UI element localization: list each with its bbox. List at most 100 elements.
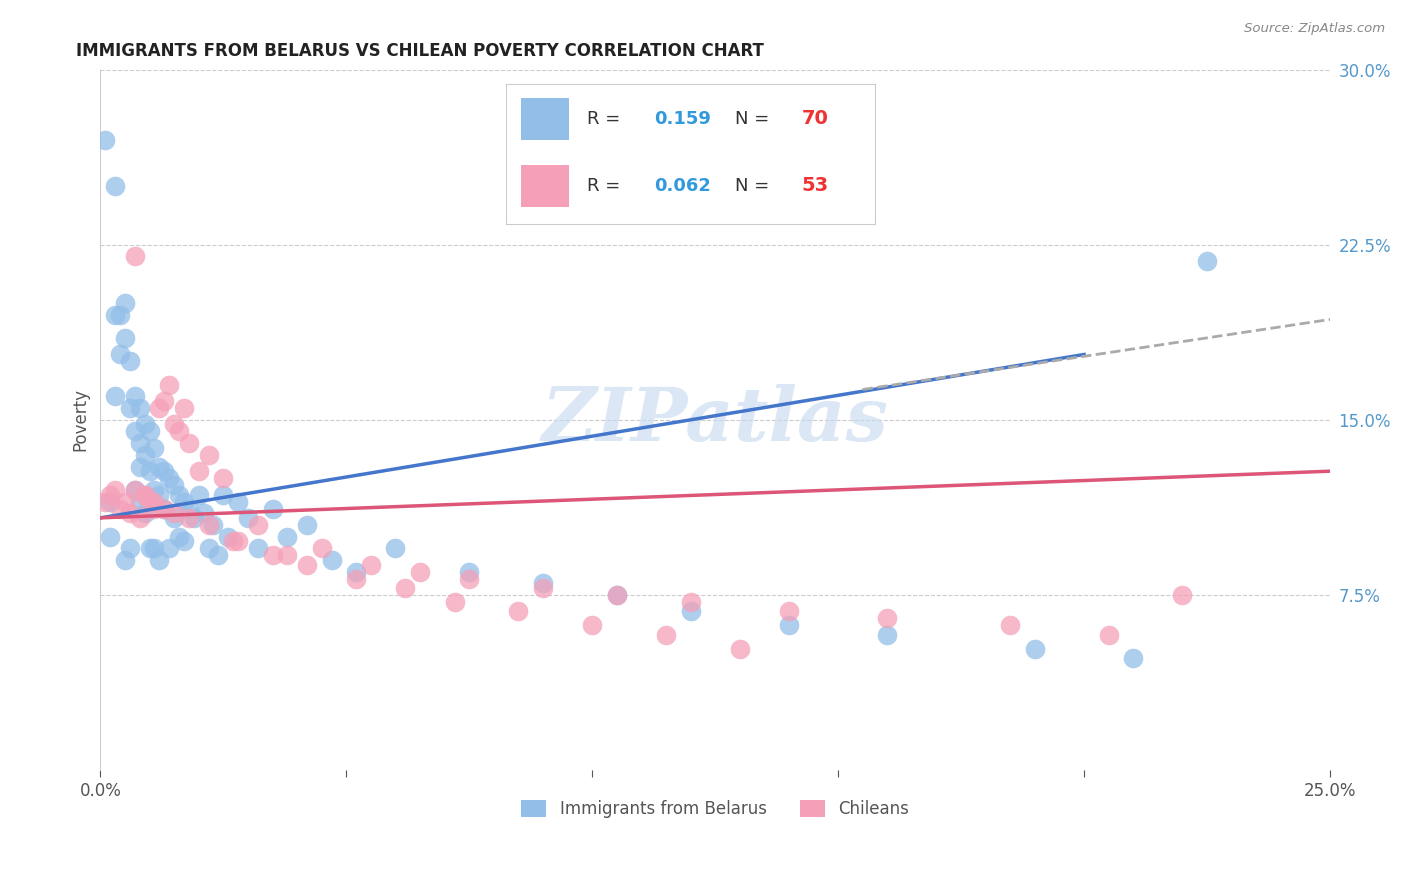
Point xyxy=(1171,588,1194,602)
Point xyxy=(118,401,141,416)
Point xyxy=(134,448,156,462)
Point xyxy=(104,308,127,322)
Point xyxy=(143,541,166,556)
Point xyxy=(606,588,628,602)
Point xyxy=(217,530,239,544)
Point xyxy=(262,548,284,562)
Point xyxy=(226,494,249,508)
Point xyxy=(98,487,121,501)
Point xyxy=(138,494,160,508)
Point xyxy=(276,548,298,562)
Point xyxy=(143,441,166,455)
Point xyxy=(173,494,195,508)
Point xyxy=(1098,627,1121,641)
Point xyxy=(138,541,160,556)
Point xyxy=(443,595,465,609)
Point xyxy=(311,541,333,556)
Point xyxy=(679,595,702,609)
Point xyxy=(394,581,416,595)
Point xyxy=(197,448,219,462)
Point xyxy=(177,511,200,525)
Point xyxy=(163,506,186,520)
Point xyxy=(128,511,150,525)
Point xyxy=(98,530,121,544)
Point xyxy=(655,627,678,641)
Point xyxy=(157,541,180,556)
Legend: Immigrants from Belarus, Chileans: Immigrants from Belarus, Chileans xyxy=(515,793,915,825)
Point xyxy=(246,541,269,556)
Point xyxy=(581,618,603,632)
Point xyxy=(1122,651,1144,665)
Point xyxy=(104,179,127,194)
Point xyxy=(187,487,209,501)
Point xyxy=(163,478,186,492)
Point xyxy=(202,517,225,532)
Point xyxy=(276,530,298,544)
Point xyxy=(114,296,136,310)
Text: ZIPatlas: ZIPatlas xyxy=(541,384,889,456)
Point xyxy=(344,572,367,586)
Point xyxy=(1024,641,1046,656)
Point xyxy=(360,558,382,572)
Point xyxy=(295,558,318,572)
Point xyxy=(384,541,406,556)
Point xyxy=(118,541,141,556)
Point xyxy=(114,331,136,345)
Point xyxy=(222,534,245,549)
Point xyxy=(207,548,229,562)
Point xyxy=(134,417,156,432)
Point xyxy=(295,517,318,532)
Point xyxy=(728,641,751,656)
Point xyxy=(148,553,170,567)
Point xyxy=(177,436,200,450)
Point xyxy=(163,511,186,525)
Point xyxy=(531,576,554,591)
Point xyxy=(148,401,170,416)
Point xyxy=(118,354,141,368)
Point xyxy=(98,494,121,508)
Point xyxy=(409,565,432,579)
Point xyxy=(508,604,530,618)
Point xyxy=(262,501,284,516)
Text: IMMIGRANTS FROM BELARUS VS CHILEAN POVERTY CORRELATION CHART: IMMIGRANTS FROM BELARUS VS CHILEAN POVER… xyxy=(76,42,763,60)
Point xyxy=(143,483,166,497)
Point xyxy=(134,487,156,501)
Point xyxy=(128,401,150,416)
Point xyxy=(153,394,176,409)
Point xyxy=(183,511,205,525)
Point xyxy=(173,534,195,549)
Y-axis label: Poverty: Poverty xyxy=(72,388,89,451)
Point xyxy=(778,618,800,632)
Point xyxy=(128,459,150,474)
Point xyxy=(94,133,117,147)
Point xyxy=(679,604,702,618)
Point xyxy=(157,471,180,485)
Point xyxy=(167,530,190,544)
Point xyxy=(212,471,235,485)
Point xyxy=(108,347,131,361)
Point xyxy=(138,425,160,439)
Point xyxy=(197,541,219,556)
Point xyxy=(606,588,628,602)
Point xyxy=(128,494,150,508)
Point xyxy=(344,565,367,579)
Point xyxy=(1197,254,1219,268)
Point xyxy=(143,494,166,508)
Point xyxy=(212,487,235,501)
Text: Source: ZipAtlas.com: Source: ZipAtlas.com xyxy=(1244,22,1385,36)
Point xyxy=(148,487,170,501)
Point xyxy=(167,487,190,501)
Point xyxy=(153,464,176,478)
Point xyxy=(197,517,219,532)
Point xyxy=(153,501,176,516)
Point xyxy=(876,627,898,641)
Point xyxy=(1000,618,1022,632)
Point xyxy=(124,483,146,497)
Point xyxy=(246,517,269,532)
Point xyxy=(124,483,146,497)
Point xyxy=(157,377,180,392)
Point xyxy=(778,604,800,618)
Point xyxy=(124,389,146,403)
Point xyxy=(124,249,146,263)
Point xyxy=(458,572,481,586)
